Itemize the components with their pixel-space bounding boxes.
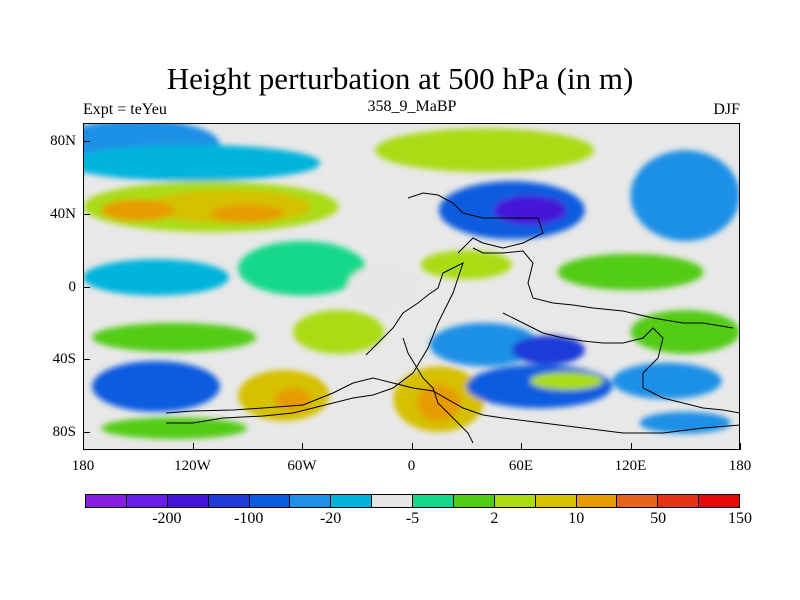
season-label: DJF xyxy=(713,101,740,118)
field-contour-8 xyxy=(493,195,567,225)
lon-tick-mark xyxy=(192,443,194,450)
lon-tick-mark xyxy=(302,443,303,450)
lon-tick-label: 120E xyxy=(614,458,647,474)
lon-tick-label: 180 xyxy=(71,458,95,474)
lon-tick-label: 60E xyxy=(508,458,534,474)
field-contour-10 xyxy=(83,259,229,296)
lon-tick-mark xyxy=(83,443,84,450)
field-contour-28 xyxy=(101,417,248,440)
field-contour-29 xyxy=(639,411,731,434)
colorbar-segment xyxy=(576,495,618,507)
lon-tick-label: 0 xyxy=(407,458,416,474)
lat-tick-mark xyxy=(83,431,90,433)
field-contour-14 xyxy=(557,253,704,291)
colorbar-label: -5 xyxy=(405,510,420,527)
colorbar-segment xyxy=(208,495,250,507)
colorbar-segment xyxy=(699,495,739,507)
lat-tick-mark xyxy=(83,213,90,215)
colorbar-segment xyxy=(372,495,413,507)
field-contour-19 xyxy=(630,310,740,354)
field-contour-18 xyxy=(511,335,585,365)
lon-tick-mark xyxy=(411,443,413,450)
lon-tick-mark xyxy=(740,443,741,450)
colorbar-segment xyxy=(453,495,495,507)
field-contour-9 xyxy=(630,150,740,242)
colorbar-segment xyxy=(535,495,577,507)
colorbar-label: 150 xyxy=(728,510,752,527)
field-contour-6 xyxy=(375,128,594,173)
map-title: Height perturbation at 500 hPa (in m) xyxy=(166,61,634,96)
colorbar-segment xyxy=(249,495,291,507)
coastline-antarctica xyxy=(165,377,740,434)
lon-tick-mark xyxy=(521,443,522,450)
lon-tick-label: 180 xyxy=(728,458,752,474)
colorbar-label: 10 xyxy=(568,510,585,527)
coastline-indonesia xyxy=(502,312,740,414)
continent-outlines xyxy=(165,192,740,444)
lat-tick-mark xyxy=(83,141,90,143)
lon-tick-label: 60W xyxy=(287,458,317,474)
field-contour-24 xyxy=(416,384,461,421)
coastline-south-america xyxy=(166,262,464,424)
experiment-label: Expt = teYeu xyxy=(83,101,167,118)
field-contour-16 xyxy=(292,310,385,354)
colorbar-label: -20 xyxy=(319,510,342,527)
lat-tick-label: 40N xyxy=(50,205,76,222)
lat-tick-mark xyxy=(83,286,90,288)
lon-tick-label: 120W xyxy=(174,458,211,474)
field-contour-5 xyxy=(210,204,284,223)
field-contour-12 xyxy=(347,264,421,309)
field-contour-1 xyxy=(83,144,321,182)
coastline-africa xyxy=(402,337,474,444)
colorbar-label: 50 xyxy=(650,510,667,527)
colorbar-segment xyxy=(86,495,127,507)
colorbar-segment xyxy=(494,495,536,507)
field-contour-4 xyxy=(101,199,175,222)
colorbar-label: -200 xyxy=(152,510,182,527)
coastline-india xyxy=(472,247,734,329)
colorbar-segment xyxy=(290,495,332,507)
field-contour-11 xyxy=(238,241,366,296)
field-contour-17 xyxy=(429,322,540,367)
colorbar-segment xyxy=(617,495,659,507)
field-contour-13 xyxy=(420,250,512,280)
colorbar-segment xyxy=(658,495,700,507)
lat-tick-label: 40S xyxy=(52,351,76,368)
height-perturbation-field xyxy=(83,123,740,440)
field-contour-20 xyxy=(92,360,220,412)
colorbar-label: -100 xyxy=(234,510,264,527)
lon-tick-mark xyxy=(630,443,632,450)
colorbar xyxy=(85,494,740,508)
lat-tick-label: 80N xyxy=(50,133,76,150)
lat-tick-label: 0 xyxy=(68,278,77,295)
field-contour-27 xyxy=(612,362,722,400)
colorbar-segment xyxy=(413,495,454,507)
coastline-asia xyxy=(407,192,544,254)
colorbar-segment xyxy=(126,495,168,507)
lat-tick-label: 80S xyxy=(52,423,76,440)
field-contour-26 xyxy=(530,371,604,391)
colorbar-label: 2 xyxy=(490,510,499,527)
field-contour-15 xyxy=(92,322,257,352)
period-label: 358_9_MaBP xyxy=(367,98,457,115)
lat-tick-mark xyxy=(83,359,90,361)
colorbar-segment xyxy=(331,495,373,507)
contour-map xyxy=(83,123,740,450)
colorbar-segment xyxy=(167,495,209,507)
